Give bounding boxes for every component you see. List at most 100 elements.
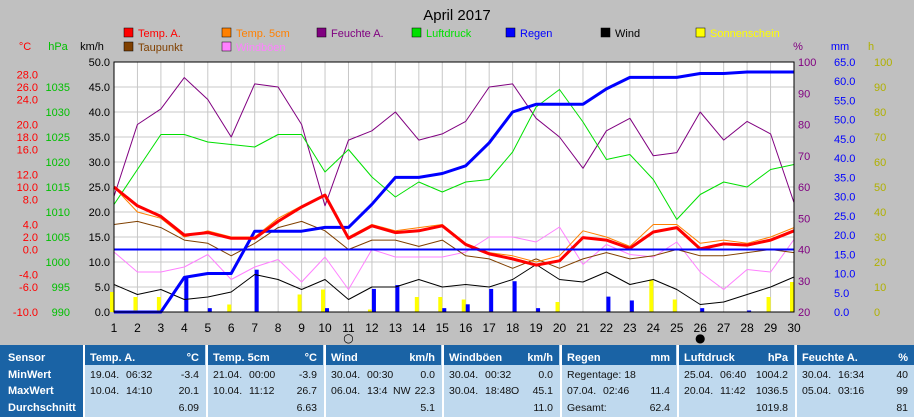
stats-cell: 25.04. xyxy=(684,369,714,381)
stats-cell: 11.4 xyxy=(650,385,670,397)
legend-label: Regen xyxy=(520,28,552,40)
stats-cell: 22.3 xyxy=(414,385,435,397)
axis-tick-mm: 55.0 xyxy=(834,95,855,107)
axis-label-degc: °C xyxy=(19,41,31,53)
stats-cell: 0.0 xyxy=(420,369,435,381)
series-wind xyxy=(113,264,795,305)
min-label: MinWert xyxy=(8,369,52,381)
plot-frame xyxy=(113,61,795,313)
bar-regen-t-glich--4 xyxy=(184,277,189,312)
stats-cell: 11.0 xyxy=(533,402,553,414)
stats-column-unit: km/h xyxy=(527,352,553,364)
legend-swatch xyxy=(221,41,232,52)
legend: Temp. A. Temp. 5cm Feuchte A. Luftdruck Rege… xyxy=(123,27,780,54)
bar-regen-t-glich--12 xyxy=(371,288,376,312)
legend-swatch xyxy=(123,27,134,38)
axis-tick-pct: 80 xyxy=(798,120,810,132)
stats-column-title: Luftdruck xyxy=(684,352,735,364)
stats-column: Feuchte A.% 30.04. 16:34 40 05.04. 03:16 99 81 xyxy=(796,345,914,417)
x-tick-label: 9 xyxy=(298,321,305,335)
stats-column-header: Regen mm xyxy=(561,345,676,365)
stats-cell: 11:42 xyxy=(720,385,746,397)
bars xyxy=(110,269,794,312)
axis-tick-kmh: 45.0 xyxy=(89,82,110,94)
axis-tick-hpa: 1005 xyxy=(46,232,70,244)
stats-cell: 00:30 xyxy=(367,369,394,381)
x-tick-label: 19 xyxy=(529,321,543,335)
stats-cell: 45.1 xyxy=(532,385,553,397)
stats-cell: 06:40 xyxy=(720,369,747,381)
axis-tick-h: 80 xyxy=(874,107,886,119)
stats-cell: -3.9 xyxy=(298,369,317,381)
x-tick-label: 16 xyxy=(459,321,473,335)
stats-cell: 20.04. xyxy=(684,385,714,397)
stats-cell: 99 xyxy=(896,385,908,397)
x-tick-label: 7 xyxy=(251,321,258,335)
x-tick-label: 15 xyxy=(436,321,450,335)
stats-cell: 5.1 xyxy=(420,402,435,414)
legend-label: Windböen xyxy=(236,42,286,54)
stats-column: Temp. A. °C 19.04. 06:32 -3.4 10.04. 14:10 20.1… xyxy=(84,345,205,417)
axis-label-hpa: hPa xyxy=(48,41,68,53)
stats-column-title: Regen xyxy=(567,352,601,364)
axis-tick-hpa: 1000 xyxy=(46,257,70,269)
marker-symbol: ○ xyxy=(343,331,353,345)
axis-tick-h: 70 xyxy=(874,132,886,144)
bar-regen-t-glich--22 xyxy=(606,296,611,312)
axis-tick-degc: 4.0 xyxy=(23,220,38,232)
stats-cell: O xyxy=(511,385,520,397)
stats-column-unit: °C xyxy=(186,352,199,364)
stats-column: Regen mm Regentage: 18 07.04. 02:46 11.4 Gesam… xyxy=(561,345,676,417)
stats-cell: 06:32 xyxy=(126,369,153,381)
bar-sonnenschein-20 xyxy=(555,302,560,312)
stats-column-header: Luftdruck hPa xyxy=(678,345,794,365)
bar-regen-t-glich--15 xyxy=(442,308,447,312)
stats-cell: 62.4 xyxy=(649,402,670,414)
stats-column-title: Wind xyxy=(331,352,358,364)
stats-cell: 02:46 xyxy=(603,385,630,397)
axis-tick-h: 90 xyxy=(874,82,886,94)
axis-tick-degc: 12.0 xyxy=(17,170,38,182)
x-tick-label: 11 xyxy=(342,321,355,335)
bar-regen-t-glich--10 xyxy=(325,308,330,312)
stats-column: Temp. 5cm °C 21.04. 00:00 -3.9 10.04. 11:12 26.… xyxy=(207,345,323,417)
stats-cell: 11:12 xyxy=(249,385,275,397)
axis-tick-degc: 2.0 xyxy=(23,232,38,244)
stats-column-header: Feuchte A.% xyxy=(796,345,914,365)
x-tick-label: 30 xyxy=(787,321,801,335)
axis-tick-hpa: 1020 xyxy=(46,157,70,169)
bar-sonnenschein-2 xyxy=(133,297,138,312)
axis-tick-mm: 65.0 xyxy=(834,57,855,69)
stats-cell: 1004.2 xyxy=(755,369,788,381)
stats-cell: 03:16 xyxy=(838,385,865,397)
chart-title: April 2017 xyxy=(423,7,491,24)
series-luftdruck xyxy=(113,89,795,220)
axis-tick-h: 50 xyxy=(874,182,886,194)
legend-label: Temp. A. xyxy=(138,28,181,40)
stats-cell: Gesamt: xyxy=(567,402,607,414)
axis-tick-mm: 60.0 xyxy=(834,76,855,88)
x-tick-label: 3 xyxy=(158,321,165,335)
axis-label-h: h xyxy=(868,41,874,53)
bar-sonnenschein-15 xyxy=(438,297,443,312)
stats-column-header: Windböen km/h xyxy=(443,345,559,365)
axis-tick-kmh: 15.0 xyxy=(89,232,110,244)
axis-tick-mm: 25.0 xyxy=(834,211,855,223)
axis-tick-degc: -4.0 xyxy=(19,270,38,282)
axis-tick-degc: -6.0 xyxy=(19,282,38,294)
series-windb-en xyxy=(113,226,795,290)
legend-swatch xyxy=(411,27,422,38)
axis-tick-degc: 28.0 xyxy=(17,70,38,82)
stats-column: Luftdruck hPa 25.04. 06:40 1004.2 20.04. 11:42… xyxy=(678,345,794,417)
stats-column-title: Temp. A. xyxy=(90,352,136,364)
x-tick-label: 17 xyxy=(482,321,496,335)
legend-swatch xyxy=(221,27,232,38)
stats-cell: 19.04. xyxy=(90,369,120,381)
axis-tick-mm: 45.0 xyxy=(834,134,855,146)
avg-label: Durchschnitt xyxy=(8,402,76,414)
stats-cell: 05.04. xyxy=(802,385,832,397)
legend-label: Taupunkt xyxy=(138,42,183,54)
bar-regen-t-glich--5 xyxy=(207,308,212,312)
bar-sonnenschein-29 xyxy=(766,297,771,312)
bar-regen-t-glich--13 xyxy=(395,285,400,312)
